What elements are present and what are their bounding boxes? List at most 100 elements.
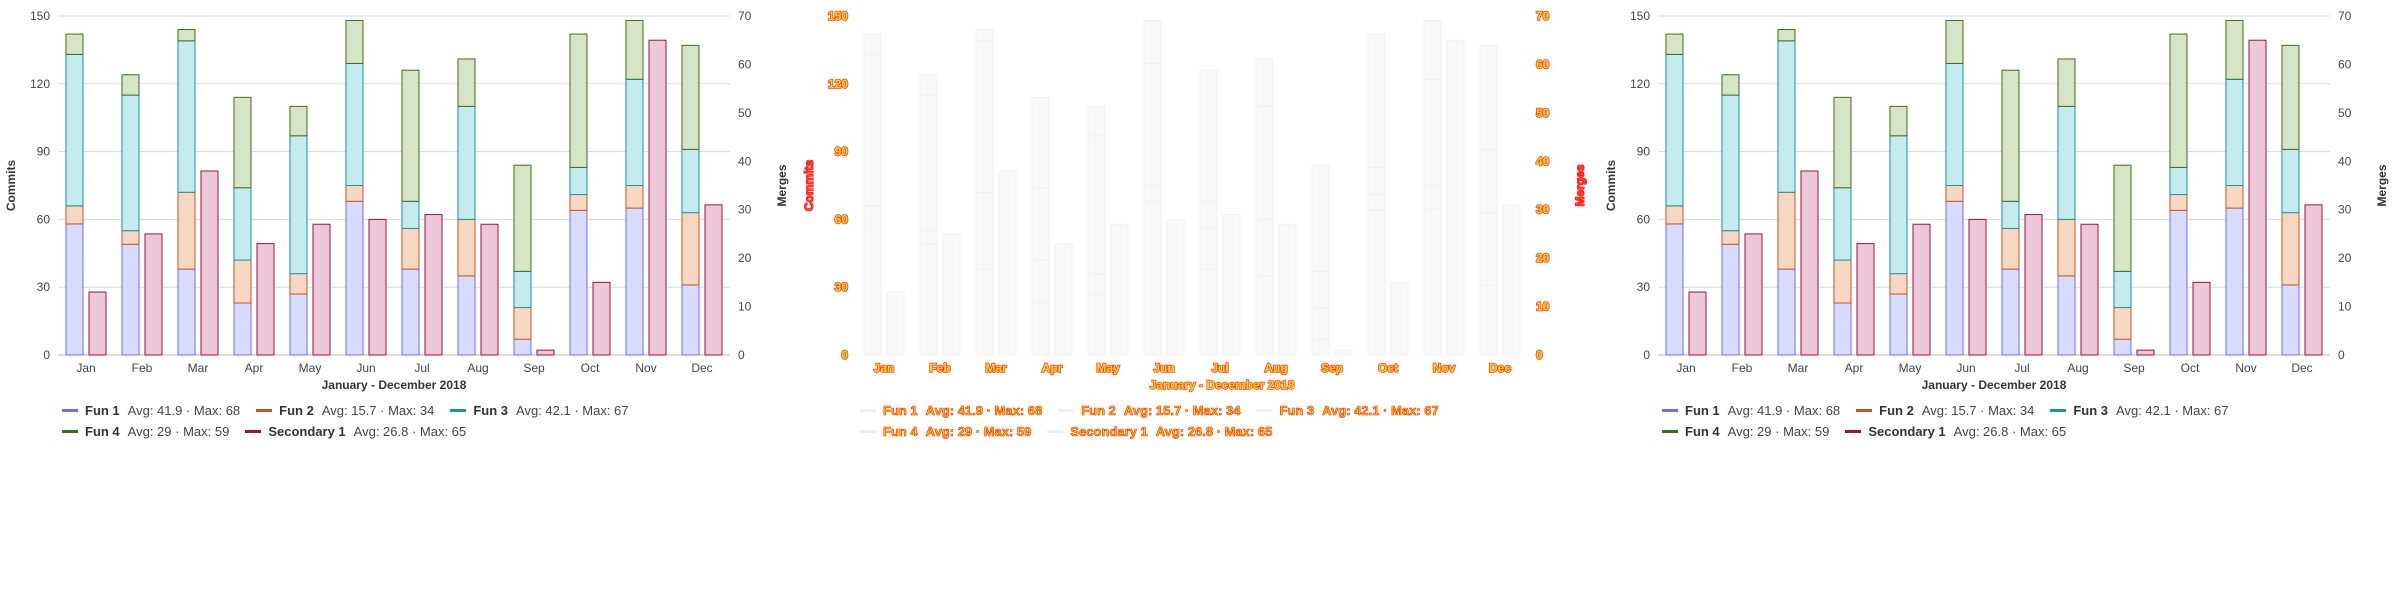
- bar-fun-2: [65, 205, 84, 225]
- bar-fun-4: [1665, 33, 1684, 55]
- bar-secondary-1: [256, 243, 275, 356]
- bar-fun-2: [289, 273, 308, 295]
- y2-tick-label: 40: [2338, 154, 2352, 168]
- legend-item[interactable]: Fun 2 Avg: 15.7 · Max: 34: [1058, 403, 1241, 419]
- bar-fun-2: [1479, 212, 1498, 286]
- legend-right: Fun 1 Avg: 41.9 · Max: 68 Fun 2 Avg: 15.7 ·…: [1662, 400, 2245, 442]
- bar-fun-4: [513, 164, 532, 272]
- bar-fun-2: [975, 191, 994, 270]
- x-tick-label: Jun: [356, 361, 375, 375]
- legend-item[interactable]: Secondary 1 Avg: 26.8 · Max: 65: [1047, 424, 1273, 440]
- legend-item[interactable]: Secondary 1 Avg: 26.8 · Max: 65: [1845, 424, 2066, 439]
- bar-fun-2: [569, 194, 588, 211]
- legend-swatch: [1058, 409, 1075, 412]
- bar-fun-1: [345, 200, 364, 356]
- y-tick-label: 120: [828, 77, 848, 91]
- bar-fun-2: [2001, 227, 2020, 270]
- legend-item[interactable]: Fun 3 Avg: 42.1 · Max: 67: [450, 403, 629, 418]
- bar-fun-3: [1311, 270, 1330, 309]
- legend-series-stats: Avg: 26.8 · Max: 65: [1155, 424, 1273, 440]
- bar-fun-1: [1255, 275, 1274, 356]
- y-tick-label: 0: [1643, 348, 1650, 362]
- bar-secondary-1: [480, 223, 499, 356]
- bar-fun-1: [1143, 200, 1162, 356]
- bar-fun-2: [1777, 191, 1796, 270]
- bar-fun-1: [2057, 275, 2076, 356]
- bar-secondary-1: [200, 170, 219, 356]
- bar-secondary-1: [1278, 223, 1297, 356]
- legend-series-name: Fun 4: [85, 424, 120, 439]
- legend-swatch: [62, 430, 78, 433]
- bar-fun-3: [1087, 135, 1106, 275]
- legend-swatch: [1662, 430, 1678, 433]
- legend-item[interactable]: Fun 1 Avg: 41.9 · Max: 68: [62, 403, 240, 418]
- bar-fun-4: [2057, 58, 2076, 107]
- bar-secondary-1: [1054, 243, 1073, 356]
- legend-item[interactable]: Fun 4 Avg: 29 · Max: 59: [62, 424, 229, 439]
- legend-item[interactable]: Fun 2 Avg: 15.7 · Max: 34: [1856, 403, 2034, 418]
- bar-fun-4: [65, 33, 84, 55]
- y-axis-label: Commits: [1604, 160, 1618, 212]
- legend-series-name: Fun 3: [473, 403, 509, 418]
- bar-fun-4: [233, 96, 252, 189]
- bar-fun-1: [233, 302, 252, 356]
- y2-tick-label: 60: [2338, 57, 2352, 71]
- legend-series-stats: Avg: 41.9 · Max: 68: [925, 403, 1043, 419]
- bar-fun-1: [289, 293, 308, 356]
- x-tick-label: May: [299, 361, 322, 375]
- x-tick-label: Jan: [76, 361, 95, 375]
- bar-fun-1: [1665, 223, 1684, 356]
- bar-fun-1: [65, 223, 84, 356]
- bar-fun-2: [177, 191, 196, 270]
- bar-secondary-1: [704, 204, 723, 356]
- bar-fun-2: [681, 212, 700, 286]
- bar-secondary-1: [592, 281, 611, 356]
- legend-item[interactable]: Secondary 1 Avg: 26.8 · Max: 65: [245, 424, 466, 439]
- y2-tick-label: 30: [2338, 203, 2352, 217]
- bar-fun-4: [1777, 29, 1796, 42]
- legend-item[interactable]: Fun 3 Avg: 42.1 · Max: 67: [2050, 403, 2229, 418]
- bar-fun-3: [569, 166, 588, 196]
- bar-fun-4: [345, 20, 364, 64]
- x-tick-label: Dec: [2291, 361, 2312, 375]
- legend-item[interactable]: Fun 1 Avg: 41.9 · Max: 68: [1662, 403, 1840, 418]
- bar-secondary-1: [648, 39, 667, 356]
- legend-item[interactable]: Fun 1 Avg: 41.9 · Max: 68: [860, 403, 1043, 419]
- x-tick-label: Jan: [1676, 361, 1695, 375]
- bar-fun-3: [233, 187, 252, 261]
- bar-fun-3: [289, 135, 308, 275]
- legend-swatch: [1256, 409, 1273, 412]
- legend-series-stats: Avg: 15.7 · Max: 34: [1123, 403, 1241, 419]
- bar-fun-2: [1423, 185, 1442, 209]
- legend-item[interactable]: Fun 4 Avg: 29 · Max: 59: [860, 424, 1032, 440]
- bar-fun-1: [919, 243, 938, 356]
- x-tick-label: Jul: [2014, 361, 2029, 375]
- bar-fun-4: [177, 29, 196, 42]
- bar-fun-3: [1721, 94, 1740, 232]
- x-tick-label: Sep: [2123, 361, 2145, 375]
- bar-secondary-1: [998, 170, 1017, 356]
- bar-fun-4: [289, 105, 308, 137]
- bar-fun-2: [2169, 194, 2188, 211]
- legend-series-name: Fun 4: [883, 424, 918, 440]
- legend-swatch: [1856, 409, 1873, 412]
- x-tick-label: Mar: [1788, 361, 1809, 375]
- legend-item[interactable]: Fun 2 Avg: 15.7 · Max: 34: [256, 403, 434, 418]
- x-tick-label: Oct: [581, 361, 600, 375]
- legend-series-name: Fun 4: [1685, 424, 1720, 439]
- bar-fun-3: [2113, 270, 2132, 309]
- bar-secondary-1: [424, 214, 443, 356]
- legend-item[interactable]: Fun 3 Avg: 42.1 · Max: 67: [1256, 403, 1439, 418]
- bar-fun-4: [2281, 44, 2300, 150]
- x-tick-label: May: [1096, 361, 1120, 375]
- legend-item[interactable]: Fun 4 Avg: 29 · Max: 59: [1662, 424, 1829, 439]
- x-axis-label: January - December 2018: [1922, 378, 2067, 392]
- bar-fun-1: [2225, 207, 2244, 356]
- bar-fun-3: [625, 78, 644, 186]
- y-axis-label: Commits: [802, 160, 816, 212]
- bar-secondary-1: [368, 218, 387, 356]
- bar-fun-2: [1311, 307, 1330, 340]
- bar-fun-1: [513, 338, 532, 356]
- bar-fun-3: [1199, 200, 1218, 229]
- x-tick-label: May: [1899, 361, 1922, 375]
